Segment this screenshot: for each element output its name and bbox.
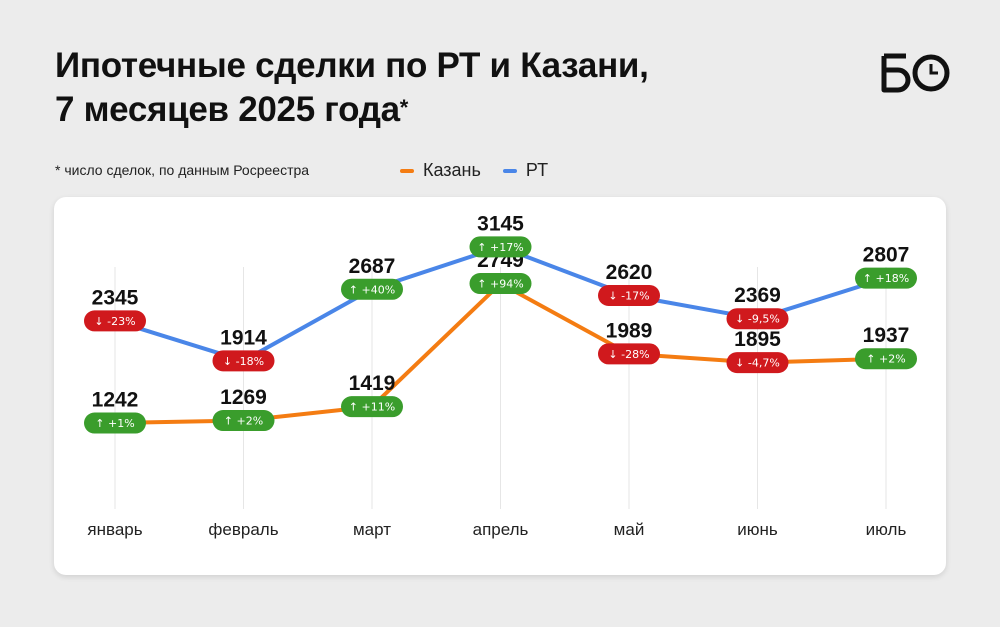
change-badge [726, 352, 789, 374]
title-line-2-text: 7 месяцев 2025 года [55, 90, 400, 129]
change-badge [341, 396, 403, 418]
change-label: ↓ -18% [223, 355, 264, 368]
gridlines [114, 267, 887, 509]
value-label: 2620 [606, 261, 653, 284]
data-point-kazan: 1242 ↑ +1% [84, 389, 146, 434]
data-point-rt: 1914 ↓ -18% [212, 326, 275, 372]
change-label: ↑ +1% [95, 417, 134, 430]
bo-logo [880, 50, 952, 94]
change-badge [855, 348, 917, 370]
x-axis-labels: январь февраль март апрель май июнь июль [87, 520, 906, 539]
value-label: 2369 [734, 284, 781, 307]
change-badge [84, 412, 146, 434]
change-badge [726, 308, 789, 330]
change-badge [469, 236, 532, 258]
data-point-rt: 2369 ↓ -9,5% [726, 284, 789, 330]
title-line-2: 7 месяцев 2025 года* [55, 88, 649, 132]
x-tick-label: апрель [473, 520, 529, 539]
change-badge [598, 343, 660, 365]
data-point-kazan: 1895 ↓ -4,7% [726, 328, 789, 374]
value-label: 1269 [220, 386, 267, 409]
value-label: 1937 [863, 324, 910, 347]
change-label: ↑ +17% [477, 241, 523, 254]
data-point-rt: 2807 ↑ +18% [855, 244, 917, 289]
legend-label-kazan: Казань [423, 160, 481, 180]
change-label: ↓ -28% [608, 348, 649, 361]
line-chart: 1242↑ +1%1269↑ +2%1419↑ +11%2749↑ +94%19… [84, 212, 917, 539]
data-point-kazan: 1419 ↑ +11% [341, 372, 403, 418]
change-badge [212, 350, 275, 372]
value-label: 1914 [220, 326, 267, 349]
chart-card: 1242 ↑ +1% 1269 ↑ +2% 1419 ↑ +11% 2749 ↑ +94% 19… [54, 197, 946, 575]
value-label: 2807 [863, 244, 910, 267]
legend-item-rt: РТ [502, 160, 549, 181]
change-label: ↓ -17% [608, 289, 649, 302]
change-badge [469, 273, 532, 295]
legend-item-kazan: Казань [400, 160, 481, 181]
x-tick-label: март [353, 520, 391, 539]
change-label: ↑ +2% [866, 353, 905, 366]
change-badge [212, 410, 275, 432]
data-point-rt: 2620 ↓ -17% [598, 261, 660, 306]
change-badge [598, 284, 660, 306]
change-badge [341, 278, 403, 300]
legend-swatch-kazan [400, 168, 414, 173]
data-point-kazan: 1989 ↓ -28% [598, 319, 660, 365]
chart-title: Ипотечные сделки по РТ и Казани, 7 месяц… [55, 44, 649, 132]
change-label: ↑ +94% [477, 278, 523, 291]
data-point-rt: 3145 ↑ +17% [469, 212, 532, 258]
change-label: ↓ -4,7% [735, 357, 780, 370]
data-point-rt: 2345 ↓ -23% [84, 286, 146, 332]
x-tick-label: январь [87, 520, 142, 539]
bo-logo-icon [881, 53, 950, 93]
x-tick-label: июнь [737, 520, 778, 539]
x-tick-label: июль [866, 520, 907, 539]
x-tick-label: май [614, 520, 645, 539]
value-label: 1419 [349, 372, 396, 395]
change-label: ↑ +11% [349, 401, 395, 414]
change-label: ↑ +18% [863, 272, 909, 285]
title-footnote-mark: * [399, 95, 409, 120]
change-label: ↑ +2% [224, 415, 263, 428]
legend: Казань РТ [400, 160, 570, 181]
data-point-rt: 2687 ↑ +40% [341, 255, 403, 300]
change-badge [855, 267, 917, 289]
x-tick-label: февраль [208, 520, 278, 539]
legend-swatch-rt [502, 168, 517, 173]
value-label: 1989 [606, 319, 653, 342]
change-label: ↓ -23% [94, 315, 135, 328]
value-label: 3145 [477, 212, 524, 235]
value-label: 1242 [92, 389, 139, 412]
data-point-kazan: 1269 ↑ +2% [212, 386, 275, 432]
change-badge [84, 310, 146, 332]
value-label: 2687 [349, 255, 396, 278]
change-label: ↑ +40% [349, 283, 395, 296]
legend-label-rt: РТ [525, 160, 549, 180]
value-label: 1895 [734, 328, 781, 351]
value-label: 2345 [92, 286, 139, 309]
data-point-kazan: 1937 ↑ +2% [855, 324, 917, 370]
footnote: * число сделок, по данным Росреестра [55, 162, 310, 178]
data-labels: 1242↑ +1%1269↑ +2%1419↑ +11%2749↑ +94%19… [84, 212, 917, 434]
change-label: ↓ -9,5% [735, 313, 780, 326]
title-line-1: Ипотечные сделки по РТ и Казани, [55, 46, 649, 85]
